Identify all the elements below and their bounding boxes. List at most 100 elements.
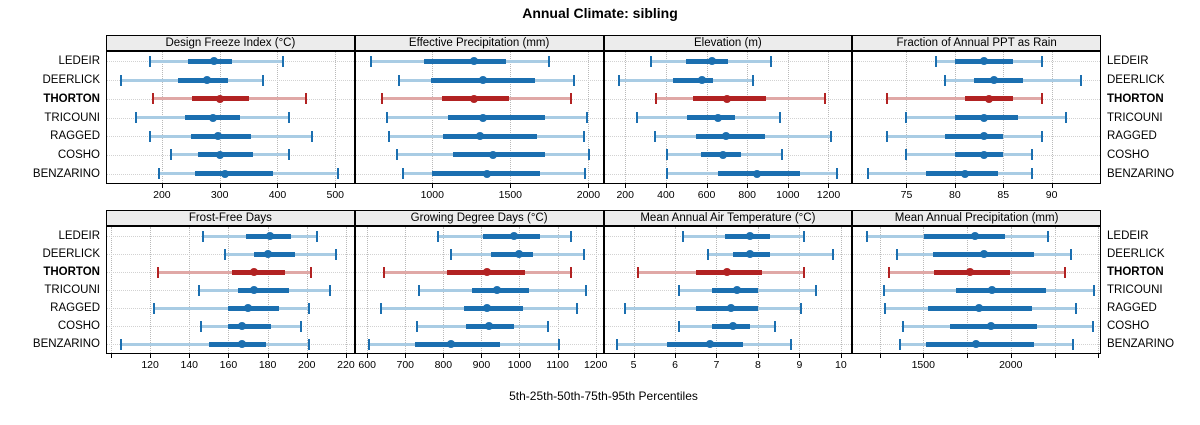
whisker-cap (311, 130, 314, 142)
x-tick-label: 160 (219, 359, 238, 371)
median-dot (485, 322, 494, 330)
panel-strip-label: Fraction of Annual PPT as Rain (896, 37, 1057, 49)
median-dot (960, 169, 969, 178)
median-dot (989, 76, 998, 85)
x-tick (1098, 354, 1100, 358)
panel-strip: Fraction of Annual PPT as Rain (852, 35, 1101, 51)
median-dot (489, 150, 498, 159)
median-dot (215, 94, 224, 103)
x-tick (716, 354, 718, 358)
median-dot (979, 250, 988, 258)
whisker-cap (573, 74, 576, 86)
panel-strip-label: Mean Annual Air Temperature (°C) (640, 212, 816, 224)
whisker-cap (882, 284, 885, 296)
whisker-cap (585, 284, 588, 296)
whisker-cap (829, 130, 832, 142)
whisker-cap (387, 130, 390, 142)
x-tick-label: 400 (657, 189, 675, 201)
x-tick (1003, 184, 1005, 188)
figure-title: Annual Climate: sibling (522, 5, 678, 21)
iqr-bar-25-75 (924, 233, 1005, 239)
x-tick (557, 354, 559, 358)
x-tick (345, 354, 347, 358)
site-label-right: COSHO (1107, 148, 1150, 161)
site-label-left: COSHO (57, 148, 100, 161)
whisker-cap (802, 266, 805, 278)
whisker-cap (1031, 149, 1034, 161)
site-label-right: DEERLICK (1107, 248, 1165, 260)
x-tick-label: 800 (434, 359, 453, 371)
panel-strip-label: Effective Precipitation (mm) (408, 37, 550, 49)
median-dot (713, 113, 722, 122)
whisker-cap (569, 266, 572, 278)
whisker-cap (223, 248, 226, 260)
x-tick (595, 354, 597, 358)
whisker-cap (1040, 93, 1043, 105)
x-tick-label: 10 (835, 359, 847, 371)
whisker-cap (379, 302, 382, 314)
whisker-cap (149, 55, 152, 67)
whisker-cap (1092, 320, 1094, 332)
panel-strip-label: Design Freeze Index (°C) (165, 37, 296, 49)
whisker-cap (569, 230, 572, 242)
x-tick (1054, 354, 1056, 358)
whisker-cap (417, 284, 420, 296)
site-label-right: BENZARINO (1107, 167, 1175, 180)
whisker-cap (588, 149, 591, 161)
iqr-bar-25-75 (228, 305, 280, 311)
site-label-left: BENZARINO (32, 167, 100, 180)
whisker-cap (436, 230, 439, 242)
whisker-cap (335, 248, 338, 260)
x-tick (1010, 354, 1012, 358)
x-tick (161, 184, 163, 188)
iqr-bar-25-75 (696, 133, 766, 139)
site-label-left: TRICOUNI (44, 284, 100, 296)
whisker-cap (397, 74, 400, 86)
x-tick-label: 300 (210, 189, 229, 201)
x-tick (828, 184, 830, 188)
x-tick (967, 354, 968, 358)
whisker-cap (896, 248, 898, 260)
median-dot (492, 286, 501, 294)
median-dot (249, 286, 258, 294)
whisker-cap (583, 168, 586, 180)
whisker-cap (369, 55, 372, 67)
x-tick (335, 184, 337, 188)
median-dot (483, 268, 492, 276)
panel-strip-label: Elevation (m) (694, 37, 762, 49)
site-label-left: LEDEIR (58, 55, 100, 68)
whisker-cap (1071, 338, 1074, 350)
site-label-right: RAGGED (1107, 302, 1157, 314)
whisker-cap (707, 248, 710, 260)
x-tick (799, 354, 801, 358)
median-dot (706, 340, 715, 348)
whisker-cap (385, 112, 388, 123)
x-tick (267, 354, 269, 358)
x-tick-label: 1500 (498, 189, 523, 201)
panel-plot (354, 51, 604, 184)
x-tick-label: 200 (297, 359, 316, 371)
median-dot (479, 76, 488, 85)
site-label-left: THORTON (43, 92, 100, 105)
whisker-cap (583, 248, 586, 260)
iqr-bar-25-75 (452, 152, 545, 158)
whisker-cap (831, 248, 834, 260)
iqr-bar-25-75 (443, 133, 537, 139)
x-tick (787, 184, 789, 188)
median-dot (979, 132, 988, 141)
whisker-cap (1079, 74, 1082, 86)
median-dot (745, 232, 754, 240)
panel-strip: Growing Degree Days (°C) (354, 210, 604, 226)
whisker-cap (153, 302, 155, 314)
panel-strip: Frost-Free Days (106, 210, 355, 226)
x-tick-label: 85 (997, 189, 1010, 201)
panel-strip-label: Growing Degree Days (°C) (410, 212, 548, 224)
whisker-cap (1092, 284, 1095, 296)
x-tick-label: 400 (268, 189, 287, 201)
whisker-cap (548, 55, 551, 67)
whisker-cap (558, 338, 561, 350)
iqr-bar-25-75 (447, 115, 545, 120)
whisker-cap (570, 93, 573, 105)
panel-strip-label: Mean Annual Precipitation (mm) (894, 212, 1059, 224)
median-dot (208, 113, 217, 122)
